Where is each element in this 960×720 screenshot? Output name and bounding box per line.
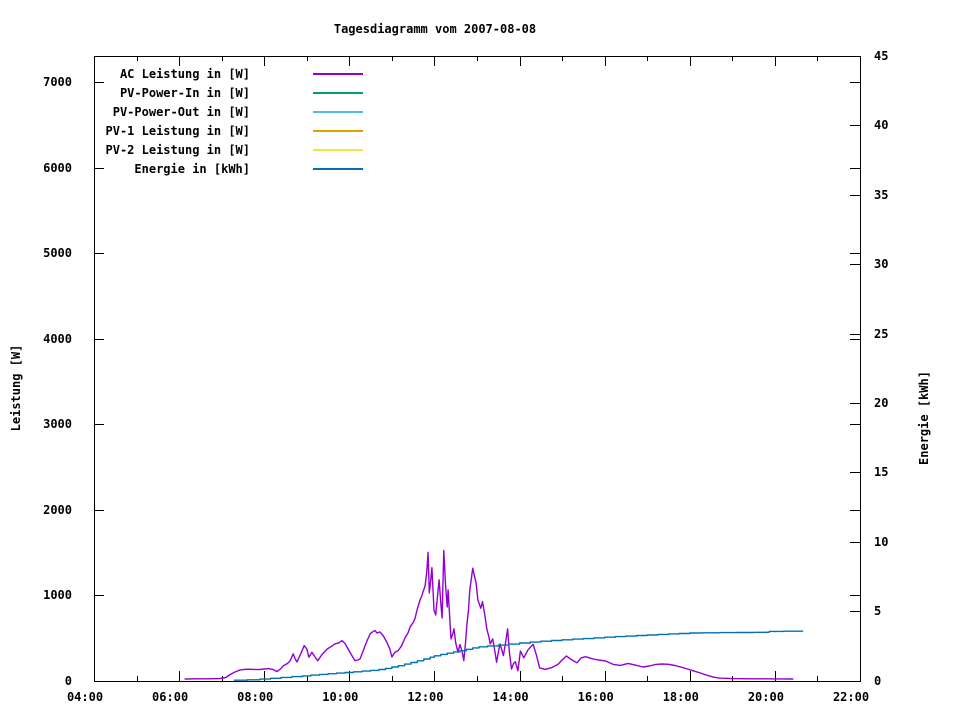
y2-tick-label: 45 — [874, 49, 889, 63]
legend-line-sample — [313, 72, 363, 75]
y-tick-label: 6000 — [43, 160, 72, 175]
x-tick-label: 22:00 — [832, 690, 870, 704]
legend-label: AC Leistung in [W] — [119, 66, 250, 81]
legend-line-sample — [313, 110, 363, 113]
series-energie-in-kwh- — [233, 630, 804, 681]
legend-line-sample — [313, 129, 363, 132]
y-tick-label: 2000 — [43, 502, 72, 517]
y2-tick-label: 20 — [874, 395, 889, 410]
legend-line-sample — [313, 167, 363, 170]
y-tick-label: 4000 — [43, 331, 72, 346]
legend-row: PV-Power-In in [W] — [100, 83, 363, 102]
legend-row: AC Leistung in [W] — [100, 64, 363, 83]
y2-tick-label: 40 — [874, 118, 889, 133]
y2-tick-label: 35 — [874, 187, 889, 202]
legend-line-sample — [313, 148, 363, 151]
chart-title: Tagesdiagramm vom 2007-08-08 — [333, 22, 537, 36]
x-tick-label: 20:00 — [747, 690, 784, 704]
legend-row: Energie in [kWh] — [100, 159, 363, 178]
y-tick-label: 1000 — [43, 588, 72, 602]
legend-label: PV-1 Leistung in [W] — [105, 123, 251, 138]
legend-label: PV-Power-In in [W] — [119, 85, 250, 100]
x-tick-label: 06:00 — [152, 690, 189, 704]
y-tick-label: 5000 — [43, 246, 72, 260]
y2-tick-label: 25 — [874, 326, 889, 341]
legend-row: PV-Power-Out in [W] — [100, 102, 363, 121]
x-tick-label: 16:00 — [577, 690, 614, 704]
y2-tick-label: 5 — [874, 604, 882, 619]
y2-tick-label: 0 — [874, 673, 882, 688]
legend-label: Energie in [kWh] — [134, 161, 250, 176]
y2-tick-label: 15 — [874, 465, 889, 480]
y-tick-label: 0 — [64, 673, 72, 688]
y-tick-label: 3000 — [43, 417, 72, 431]
x-tick-label: 08:00 — [237, 690, 274, 704]
x-tick-label: 10:00 — [322, 690, 359, 704]
y2-axis-label: Energie [kWh] — [917, 371, 931, 465]
series-ac-leistung-in-w- — [184, 549, 794, 680]
legend-row: PV-2 Leistung in [W] — [100, 140, 363, 159]
x-tick-label: 18:00 — [662, 690, 699, 704]
legend-label: PV-Power-Out in [W] — [112, 104, 250, 119]
legend: AC Leistung in [W] PV-Power-In in [W] PV-P… — [100, 64, 363, 178]
legend-row: PV-1 Leistung in [W] — [100, 121, 363, 140]
y2-tick-label: 10 — [874, 534, 889, 549]
x-tick-label: 14:00 — [492, 690, 529, 704]
x-tick-label: 12:00 — [407, 690, 444, 704]
y2-tick-label: 30 — [874, 257, 889, 272]
x-tick-label: 04:00 — [66, 690, 104, 704]
y-tick-label: 7000 — [43, 75, 72, 89]
legend-label: PV-2 Leistung in [W] — [105, 142, 251, 157]
legend-line-sample — [313, 91, 363, 94]
